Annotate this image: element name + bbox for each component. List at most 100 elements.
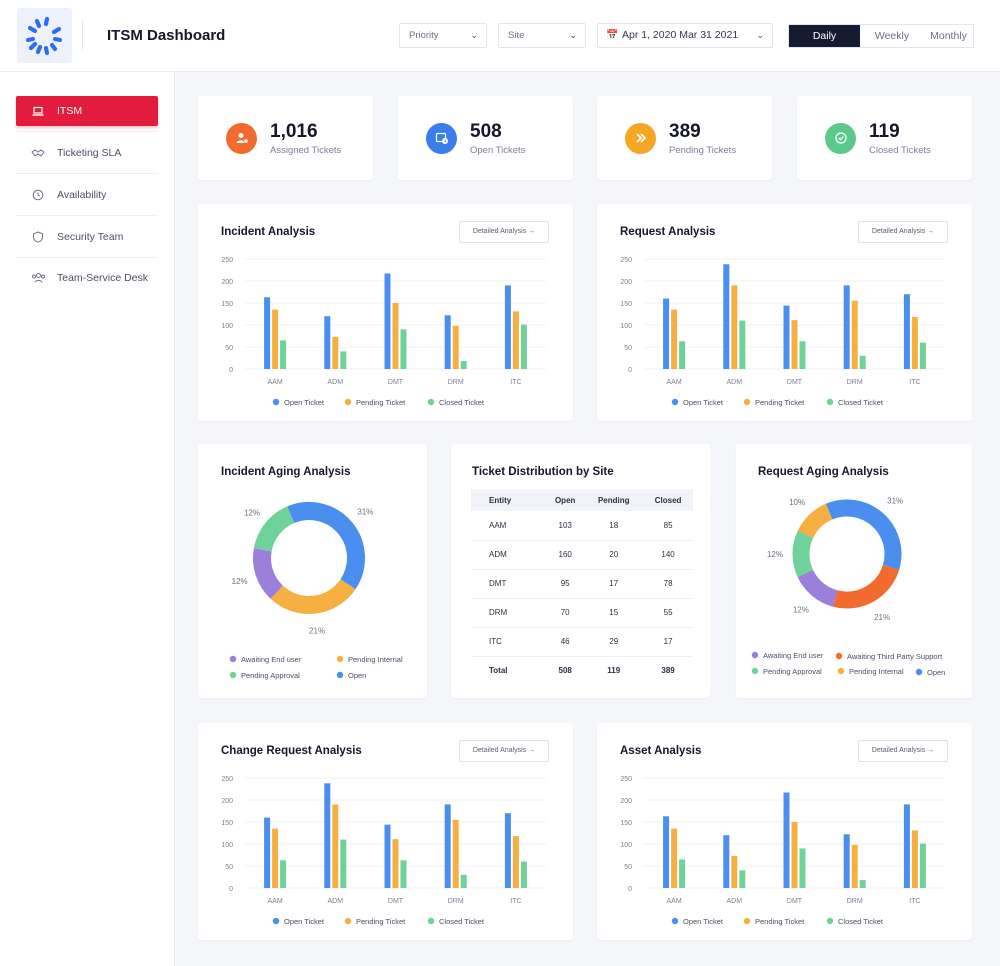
stat-card-closed[interactable]: 119 Closed Tickets <box>797 96 972 180</box>
sidebar-divider <box>16 257 158 258</box>
change-request-analysis-card: Change Request Analysis Detailed Analysi… <box>198 723 573 940</box>
stat-card-open[interactable]: 508 Open Tickets <box>398 96 573 180</box>
app-logo[interactable] <box>17 8 72 63</box>
bar-closed-ticket <box>679 341 686 369</box>
table-cell: 508 <box>558 666 572 676</box>
site-dropdown[interactable]: Site ⌄ <box>498 23 586 48</box>
bar-open-ticket <box>264 297 271 369</box>
legend-label: Open Ticket <box>284 917 325 926</box>
legend-dot <box>272 917 280 925</box>
stat-card-pending[interactable]: 389 Pending Tickets <box>597 96 772 180</box>
table-cell: Total <box>489 666 508 676</box>
priority-dropdown[interactable]: Priority ⌄ <box>399 23 487 48</box>
bar-closed-ticket <box>919 342 926 369</box>
sidebar-item-label: Ticketing SLA <box>57 147 122 159</box>
bar-pending-ticket <box>791 320 798 369</box>
bar-pending-ticket <box>911 317 918 369</box>
legend-label: Open Ticket <box>683 917 724 926</box>
legend-dot <box>344 917 352 925</box>
slice-percent-label: 31% <box>357 508 373 517</box>
x-tick-label: ADM <box>328 898 344 905</box>
x-tick-label: AAM <box>268 898 283 905</box>
bar-open-ticket <box>843 285 850 369</box>
x-tick-label: ITC <box>909 898 920 905</box>
legend-label: Pending Ticket <box>356 398 406 407</box>
view-option-monthly[interactable]: Monthly <box>930 30 967 42</box>
bar-closed-ticket <box>460 361 467 369</box>
view-option-weekly[interactable]: Weekly <box>874 30 910 42</box>
bar-pending-ticket <box>791 822 798 888</box>
bar-open-ticket <box>504 813 511 888</box>
bar-pending-ticket <box>272 828 279 888</box>
slice-percent-label: 12% <box>232 577 248 586</box>
detailed-analysis-button[interactable]: Detailed Analysis → <box>459 740 549 762</box>
team-icon <box>30 263 46 293</box>
sidebar-item-security-team[interactable]: Security Team <box>16 222 158 252</box>
y-tick-label: 250 <box>620 257 632 264</box>
detailed-analysis-button[interactable]: Detailed Analysis → <box>858 221 948 243</box>
column-header: Closed <box>643 489 693 511</box>
x-tick-label: AAM <box>268 379 283 386</box>
legend-dot <box>826 917 834 925</box>
legend-label: Pending Ticket <box>356 917 406 926</box>
legend-dot <box>229 655 237 663</box>
bar-closed-ticket <box>739 320 746 369</box>
bar-open-ticket <box>264 817 271 888</box>
x-tick-label: DRM <box>448 898 464 905</box>
x-tick-label: AAM <box>667 379 682 386</box>
stat-label: Closed Tickets <box>869 145 931 156</box>
table-cell: AAM <box>471 511 547 541</box>
x-tick-label: ADM <box>328 379 344 386</box>
card-title: Asset Analysis <box>620 745 702 757</box>
donut-slice-pending-approval <box>792 530 814 578</box>
stat-card-assigned[interactable]: 1,016 Assigned Tickets <box>198 96 373 180</box>
sidebar-item-itsm[interactable]: ITSM <box>16 96 158 126</box>
detailed-analysis-button[interactable]: Detailed Analysis → <box>858 740 948 762</box>
date-range-picker[interactable]: 📅 Apr 1, 2020 Mar 31 2021 ⌄ <box>597 23 773 48</box>
bar-closed-ticket <box>859 355 866 369</box>
legend-dot <box>915 668 923 676</box>
incident-analysis-card: Incident Analysis Detailed Analysis → 0 5… <box>198 204 573 421</box>
card-title: Incident Aging Analysis <box>221 466 351 478</box>
slice-percent-label: 10% <box>789 498 805 507</box>
legend-dot <box>427 398 435 406</box>
legend-label: Awaiting Third Party Support <box>847 652 943 661</box>
column-header: Entity <box>471 489 547 511</box>
bar-pending-ticket <box>731 855 738 888</box>
sidebar-item-availability[interactable]: Availability <box>16 180 158 210</box>
bar-pending-ticket <box>452 819 459 888</box>
chevron-down-icon: ⌄ <box>569 30 577 40</box>
table-cell: 46 <box>546 627 585 657</box>
card-title: Incident Analysis <box>221 226 316 238</box>
y-tick-label: 50 <box>624 345 632 352</box>
bar-open-ticket <box>903 804 910 888</box>
x-tick-label: DRM <box>847 898 863 905</box>
x-tick-label: ADM <box>727 379 743 386</box>
y-tick-label: 0 <box>628 367 632 374</box>
view-option-daily[interactable]: Daily <box>789 25 860 47</box>
legend-dot <box>743 917 751 925</box>
ticket-distribution-card: Ticket Distribution by Site Entity Open … <box>451 444 710 698</box>
donut-slice-awaiting-end-user <box>797 569 838 607</box>
detailed-analysis-button[interactable]: Detailed Analysis → <box>459 221 549 243</box>
legend-dot <box>336 655 344 663</box>
slice-percent-label: 12% <box>767 550 783 559</box>
bar-closed-ticket <box>799 341 806 369</box>
card-title: Change Request Analysis <box>221 745 362 757</box>
y-tick-label: 150 <box>620 820 632 827</box>
chevrons-right-icon <box>625 123 656 154</box>
sidebar-item-label: Security Team <box>57 231 124 243</box>
burst-logo-icon <box>25 16 63 56</box>
stat-value: 389 <box>669 121 701 142</box>
legend-label: Open Ticket <box>284 398 325 407</box>
bar-open-ticket <box>384 824 391 888</box>
legend-dot <box>751 667 759 675</box>
y-tick-label: 0 <box>628 886 632 893</box>
donut-slice-pending-approval <box>253 506 295 552</box>
bar-open-ticket <box>723 264 730 369</box>
sidebar-item-team-service-desk[interactable]: Team-Service Desk <box>16 263 158 293</box>
legend-label: Awaiting End user <box>763 651 824 660</box>
bar-closed-ticket <box>280 340 287 369</box>
sidebar-item-ticketing-sla[interactable]: Ticketing SLA <box>16 138 158 168</box>
request-aging-card: Request Aging Analysis 31% 21% 12% 12% 10% Aw… <box>736 444 972 698</box>
